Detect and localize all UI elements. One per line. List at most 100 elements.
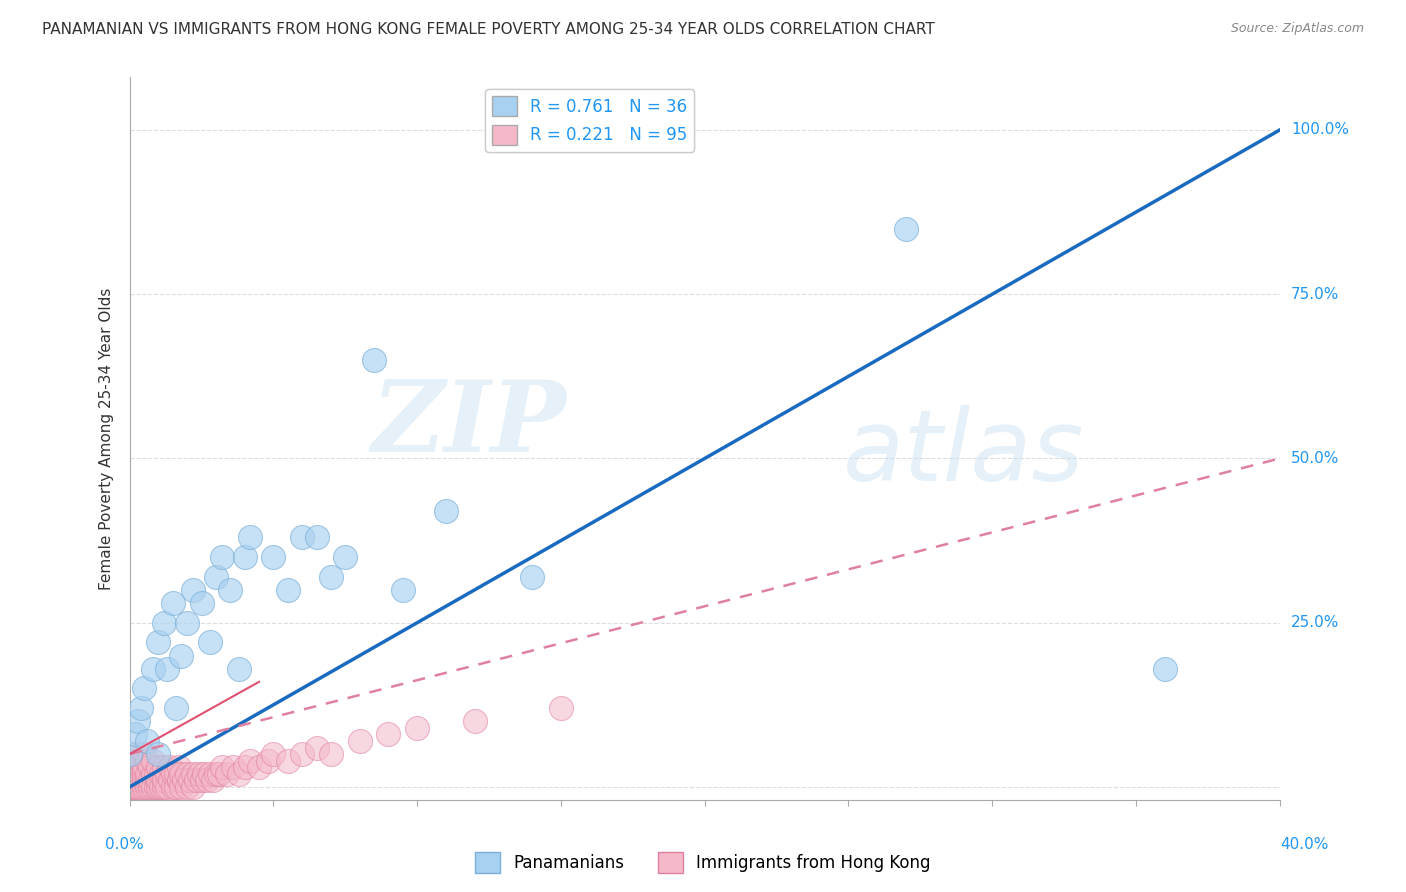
Point: [129, 766, 152, 780]
Point: [139, 780, 162, 794]
Point: [233, 760, 256, 774]
Point: [181, 780, 204, 794]
Point: [335, 549, 357, 564]
Text: 100.0%: 100.0%: [1291, 122, 1348, 137]
Point: [222, 760, 245, 774]
Point: [156, 780, 179, 794]
Point: [159, 760, 181, 774]
Point: [291, 747, 314, 761]
Point: [162, 780, 184, 794]
Point: [162, 596, 184, 610]
Point: [520, 570, 543, 584]
Y-axis label: Female Poverty Among 25-34 Year Olds: Female Poverty Among 25-34 Year Olds: [100, 287, 114, 590]
Point: [179, 773, 201, 788]
Point: [202, 773, 225, 788]
Point: [132, 780, 155, 794]
Point: [391, 582, 413, 597]
Point: [148, 747, 170, 761]
Point: [148, 635, 170, 649]
Point: [139, 760, 162, 774]
Point: [434, 504, 457, 518]
Point: [239, 530, 262, 544]
Point: [153, 760, 176, 774]
Point: [132, 681, 155, 696]
Point: [228, 766, 250, 780]
Point: [305, 530, 328, 544]
Point: [127, 747, 149, 761]
Point: [184, 773, 207, 788]
Text: 0.0%: 0.0%: [105, 837, 145, 852]
Point: [150, 766, 173, 780]
Point: [124, 760, 146, 774]
Point: [165, 780, 187, 794]
Point: [132, 766, 155, 780]
Point: [256, 754, 278, 768]
Point: [464, 714, 486, 729]
Point: [277, 754, 299, 768]
Point: [132, 773, 155, 788]
Legend: R = 0.761   N = 36, R = 0.221   N = 95: R = 0.761 N = 36, R = 0.221 N = 95: [485, 89, 695, 152]
Point: [233, 549, 256, 564]
Text: atlas: atlas: [842, 405, 1084, 501]
Point: [127, 754, 149, 768]
Point: [277, 582, 299, 597]
Point: [176, 780, 198, 794]
Point: [181, 582, 204, 597]
Point: [135, 734, 157, 748]
Point: [162, 766, 184, 780]
Text: 40.0%: 40.0%: [1281, 837, 1329, 852]
Point: [219, 582, 242, 597]
Text: PANAMANIAN VS IMMIGRANTS FROM HONG KONG FEMALE POVERTY AMONG 25-34 YEAR OLDS COR: PANAMANIAN VS IMMIGRANTS FROM HONG KONG …: [42, 22, 935, 37]
Point: [135, 780, 157, 794]
Point: [170, 766, 193, 780]
Point: [156, 766, 179, 780]
Point: [142, 754, 165, 768]
Point: [127, 780, 149, 794]
Text: Source: ZipAtlas.com: Source: ZipAtlas.com: [1230, 22, 1364, 36]
Point: [181, 766, 204, 780]
Point: [211, 549, 233, 564]
Point: [153, 780, 176, 794]
Point: [319, 570, 342, 584]
Point: [228, 662, 250, 676]
Point: [129, 701, 152, 715]
Point: [170, 780, 193, 794]
Text: ZIP: ZIP: [371, 376, 567, 473]
Point: [121, 760, 143, 774]
Point: [142, 780, 165, 794]
Point: [118, 780, 141, 794]
Point: [124, 754, 146, 768]
Point: [153, 773, 176, 788]
Point: [129, 760, 152, 774]
Point: [195, 773, 218, 788]
Point: [319, 747, 342, 761]
Point: [142, 662, 165, 676]
Legend: Panamanians, Immigrants from Hong Kong: Panamanians, Immigrants from Hong Kong: [468, 846, 938, 880]
Point: [173, 773, 195, 788]
Point: [127, 773, 149, 788]
Point: [187, 766, 209, 780]
Point: [150, 780, 173, 794]
Point: [132, 760, 155, 774]
Point: [349, 734, 371, 748]
Point: [121, 766, 143, 780]
Point: [239, 754, 262, 768]
Point: [124, 766, 146, 780]
Point: [148, 760, 170, 774]
Point: [165, 766, 187, 780]
Point: [159, 773, 181, 788]
Point: [145, 766, 167, 780]
Point: [124, 780, 146, 794]
Point: [262, 747, 284, 761]
Point: [211, 760, 233, 774]
Point: [148, 780, 170, 794]
Point: [139, 773, 162, 788]
Point: [127, 766, 149, 780]
Point: [377, 727, 399, 741]
Point: [1153, 662, 1175, 676]
Point: [217, 766, 239, 780]
Point: [153, 615, 176, 630]
Point: [198, 766, 221, 780]
Point: [118, 766, 141, 780]
Point: [142, 766, 165, 780]
